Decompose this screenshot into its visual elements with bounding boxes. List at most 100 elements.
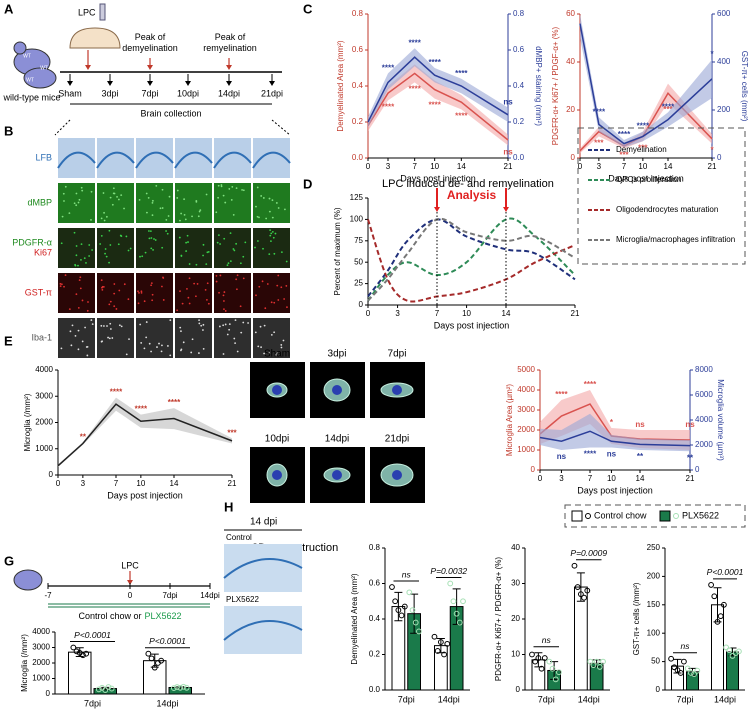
micrograph-speck (229, 260, 232, 263)
data-point (721, 601, 727, 608)
micrograph-speck (145, 336, 148, 339)
micrograph-speck (78, 279, 81, 282)
significance-label: **** (584, 380, 597, 389)
nucleus-render (392, 470, 402, 480)
y-tick-label: 1000 (35, 444, 53, 453)
micrograph-speck (198, 319, 200, 322)
micrograph-speck (123, 207, 125, 210)
data-point (434, 648, 441, 654)
guide (271, 119, 291, 136)
timeline-label: 14dpi (200, 591, 220, 600)
micrograph-speck (84, 326, 86, 329)
micrograph-speck (222, 194, 225, 197)
y-axis-title: PDGFR-α+ Ki67+ / PDGF-α+ (%) (551, 26, 560, 145)
y-tick-label: 0.8 (352, 9, 364, 18)
x-tick-label: 7 (114, 479, 119, 488)
mouse-label: WT (23, 53, 31, 59)
y-axis-title: Demyelinated Area (mm²) (336, 40, 345, 131)
micrograph-speck (275, 202, 278, 204)
x-axis-title: Days post injection (608, 173, 684, 183)
x-tick-label: 0 (366, 162, 371, 171)
micrograph-speck (269, 234, 272, 237)
y-axis-title: PDGFR-α+ Ki67+ / PDGFR-α+ (%) (494, 557, 503, 681)
y-tick-label: 0 (531, 465, 536, 474)
micrograph-speck (273, 301, 276, 304)
micrograph-speck (77, 348, 80, 351)
micrograph-speck (233, 249, 236, 252)
x-tick-label: 3 (597, 162, 602, 171)
micrograph-speck (228, 188, 231, 190)
micrograph-speck (236, 288, 238, 291)
data-point (392, 598, 399, 605)
micrograph-speck (215, 211, 218, 214)
micrograph-speck (206, 282, 209, 285)
data-point (460, 598, 466, 605)
micrograph-speck (182, 341, 185, 344)
micrograph-speck (74, 334, 77, 337)
micrograph-speck (271, 216, 274, 219)
p-value-label: ns (681, 641, 691, 651)
micrograph-speck (276, 284, 279, 287)
data-point (694, 667, 701, 674)
y-tick-label: 0.6 (513, 45, 525, 54)
micrograph-speck (180, 254, 183, 257)
micrograph-speck (162, 299, 165, 301)
panel-label: B (4, 123, 13, 138)
micrograph-speck (187, 241, 189, 243)
micrograph-speck (224, 201, 227, 204)
micrograph-speck (116, 195, 118, 198)
micrograph-speck (161, 285, 163, 288)
data-point (671, 664, 678, 671)
data-point (409, 607, 416, 614)
y-tick-label: 100 (350, 215, 364, 224)
micrograph-speck (259, 325, 262, 328)
micrograph (175, 318, 212, 358)
data-point (389, 584, 395, 590)
x-tick-label: 0 (366, 309, 371, 318)
micrograph-speck (77, 264, 79, 267)
x-tick-label: 21 (504, 162, 513, 171)
micrograph-speck (216, 241, 219, 244)
micrograph-speck (188, 277, 191, 280)
significance-label: * (710, 146, 714, 155)
row-label: PDGFR-α (12, 237, 52, 247)
micrograph-speck (200, 324, 203, 327)
micrograph-speck (112, 187, 115, 190)
y-tick-label: 0 (656, 685, 661, 694)
micrograph-speck (205, 298, 208, 301)
data-point (736, 648, 742, 655)
micrograph-speck (247, 322, 249, 324)
micrograph-speck (217, 184, 220, 187)
data-point (668, 655, 674, 662)
y-axis-title: Microglia (/mm²) (20, 634, 29, 692)
lfb-image (224, 544, 302, 592)
micrograph-speck (244, 241, 247, 244)
micrograph-speck (85, 262, 87, 264)
micrograph-speck (180, 330, 182, 333)
x-tick-label: 21 (708, 162, 717, 171)
micrograph-speck (151, 299, 154, 302)
micrograph-speck (59, 285, 62, 288)
timepoint-label: 21dpi (261, 88, 283, 98)
lfb-outline (174, 151, 213, 169)
arrow-head (226, 81, 232, 86)
micrograph-speck (140, 342, 143, 344)
micrograph-speck (88, 244, 91, 246)
p-value-label: P<0.0001 (74, 630, 111, 640)
significance-label: *** (663, 105, 673, 114)
y-tick-label: 0.4 (369, 614, 381, 623)
data-point (600, 658, 606, 665)
micrograph-speck (109, 244, 112, 246)
arrow-head (269, 81, 275, 86)
micrograph-speck (262, 197, 265, 199)
micrograph-speck (150, 247, 153, 250)
micrograph-speck (224, 323, 227, 326)
data-point (441, 651, 447, 658)
data-point (108, 685, 115, 692)
data-point (674, 667, 681, 674)
data-point (552, 676, 559, 683)
micrograph-speck (103, 211, 105, 214)
data-point (431, 633, 438, 640)
micrograph-speck (161, 207, 164, 209)
row-label: LFB (35, 152, 52, 162)
